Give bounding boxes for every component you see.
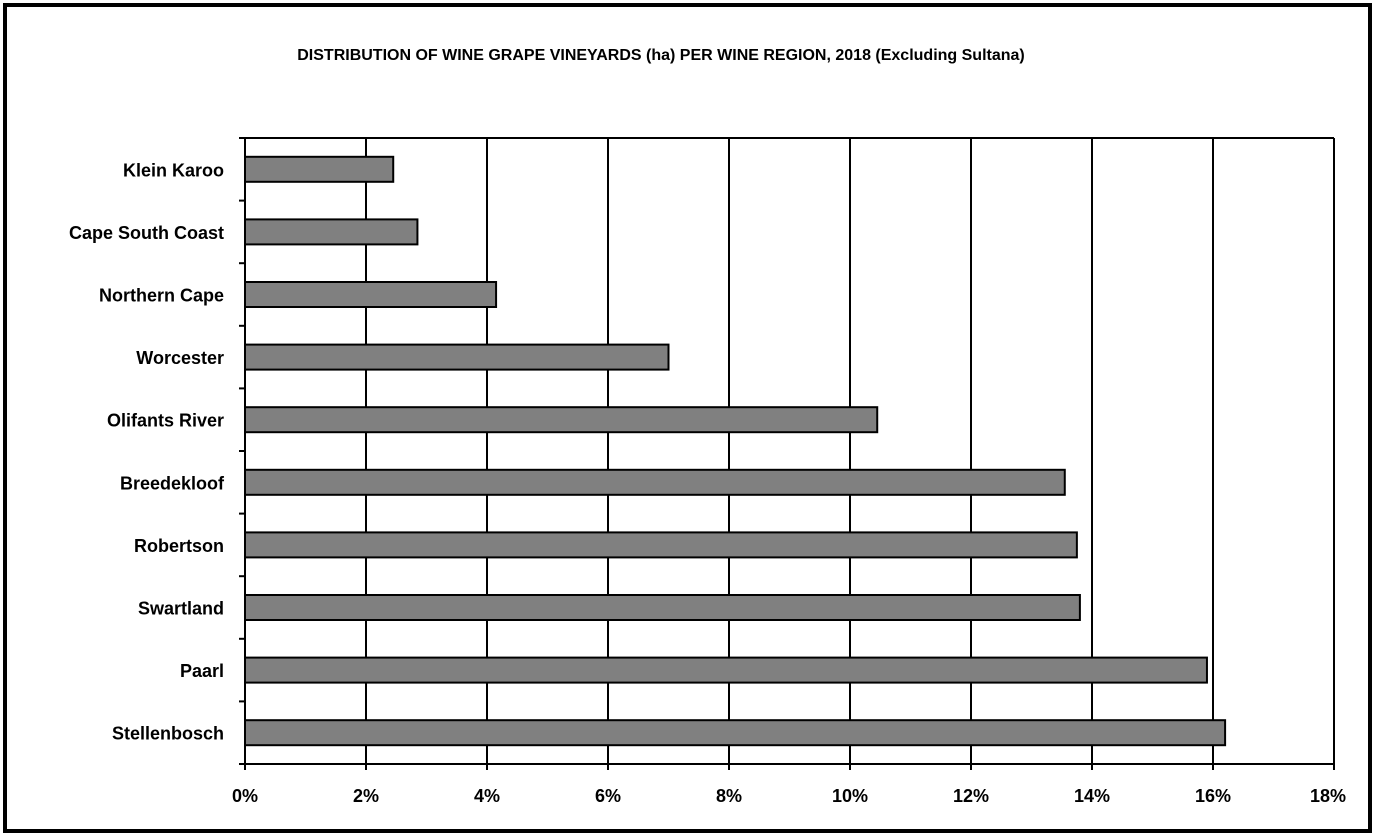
x-tick-label: 16% (1195, 786, 1231, 806)
x-tick-label: 4% (474, 786, 500, 806)
x-tick-label: 0% (232, 786, 258, 806)
y-category-label: Robertson (134, 536, 224, 556)
y-category-label: Worcester (136, 348, 224, 368)
bar (244, 531, 1078, 559)
bar (244, 594, 1081, 621)
bar (244, 155, 395, 183)
bar (244, 719, 1227, 747)
bar (244, 218, 419, 246)
y-category-label: Paarl (180, 661, 224, 681)
y-category-label: Cape South Coast (69, 223, 224, 243)
bar (244, 343, 670, 371)
chart-title: DISTRIBUTION OF WINE GRAPE VINEYARDS (ha… (297, 47, 1025, 64)
x-tick-label: 10% (832, 786, 868, 806)
x-tick-label: 18% (1310, 786, 1346, 806)
x-tick-label: 12% (953, 786, 989, 806)
y-category-label: Stellenbosch (112, 724, 224, 744)
x-tick-label: 2% (353, 786, 379, 806)
bar (244, 406, 879, 434)
bar (244, 468, 1066, 496)
bar (244, 656, 1208, 684)
y-category-label: Northern Cape (99, 286, 224, 306)
x-tick-label: 6% (595, 786, 621, 806)
bar (244, 281, 498, 308)
y-category-label: Breedekloof (120, 473, 225, 493)
plot-area: 0% 2% 4% 6% 8% 10% 12% 14% 16% 18% Klein Karoo Cape… (69, 137, 1346, 806)
y-category-label: Swartland (138, 599, 224, 619)
y-category-label: Klein Karoo (123, 160, 224, 180)
y-category-label: Olifants River (107, 411, 224, 431)
x-tick-label: 8% (716, 786, 742, 806)
x-tick-label: 14% (1074, 786, 1110, 806)
